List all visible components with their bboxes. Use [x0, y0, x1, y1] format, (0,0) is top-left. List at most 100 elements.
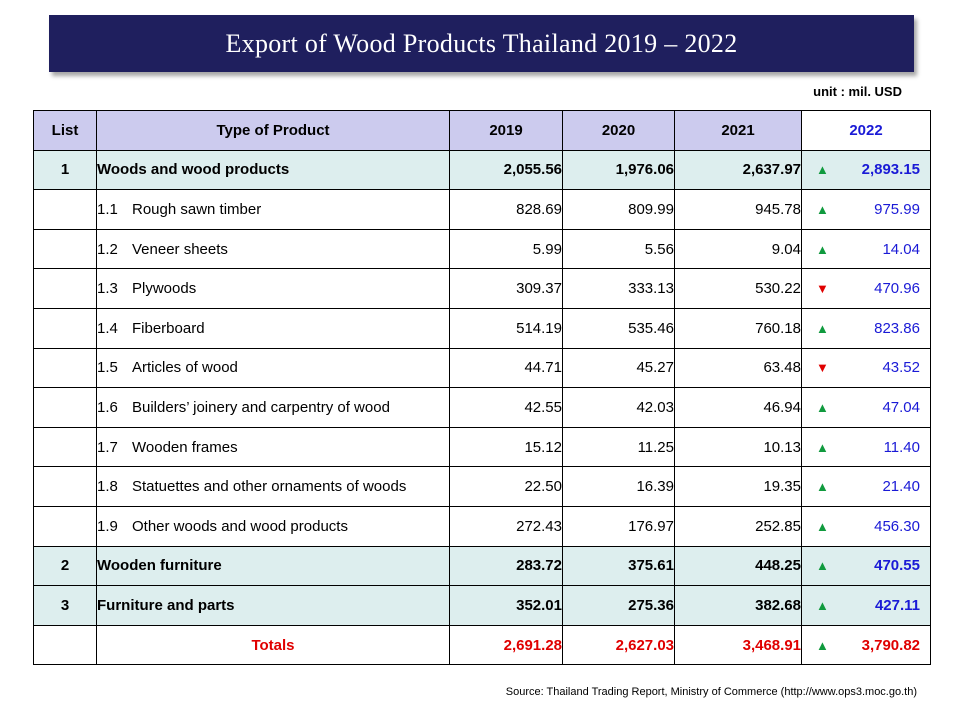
page-title: Export of Wood Products Thailand 2019 – … — [49, 15, 914, 72]
cell-2020: 42.03 — [562, 387, 675, 428]
cell-2020: 535.46 — [562, 307, 675, 349]
cell-2020: 333.13 — [562, 268, 675, 309]
cell-2019: 272.43 — [449, 505, 563, 547]
cell-list — [33, 387, 97, 428]
triangle-up-icon: ▲ — [816, 162, 829, 178]
value-2022: 21.40 — [882, 478, 920, 496]
product-name: Builders’ joinery and carpentry of wood — [132, 398, 390, 416]
cell-2022: ▲ 47.04 — [801, 387, 931, 428]
value-2022: 470.55 — [874, 557, 920, 575]
cell-2020: 45.27 — [562, 347, 675, 389]
triangle-up-icon: ▲ — [816, 637, 829, 653]
cell-product: 1.9 Other woods and wood products — [96, 505, 450, 547]
cell-2019: 514.19 — [449, 307, 563, 349]
table-row: 1.9 Other woods and wood products 272.43 17… — [33, 505, 931, 547]
cell-2020: 11.25 — [562, 426, 675, 468]
cell-2019: 352.01 — [449, 585, 563, 626]
cell-product: 1.2 Veneer sheets — [96, 228, 450, 270]
cell-2021: 9.04 — [674, 228, 802, 270]
table-row: 1.7 Wooden frames 15.12 11.25 10.13 ▲ 11.40 — [33, 426, 931, 468]
cell-list — [33, 505, 97, 547]
cell-2020: 16.39 — [562, 466, 675, 507]
cell-2022: ▼ 43.52 — [801, 347, 931, 389]
cell-2022-content: ▲ 470.55 — [802, 557, 930, 574]
product-name: Furniture and parts — [97, 596, 235, 614]
product-name: Articles of wood — [132, 359, 238, 377]
cell-2022: ▲ 975.99 — [801, 189, 931, 230]
cell-2022: ▲ 470.55 — [801, 545, 931, 587]
header-2020: 2020 — [562, 110, 675, 151]
product-name: Woods and wood products — [97, 161, 290, 179]
cell-2019: 828.69 — [449, 189, 563, 230]
cell-list: 3 — [33, 585, 97, 626]
triangle-up-icon: ▲ — [816, 399, 829, 415]
cell-2022-content: ▼ 43.52 — [802, 359, 930, 376]
cell-list: 1 — [33, 149, 97, 191]
header-type: Type of Product — [96, 110, 450, 151]
product-name: Veneer sheets — [132, 240, 228, 258]
cell-list — [33, 624, 97, 666]
triangle-up-icon: ▲ — [816, 479, 829, 495]
item-number: 1.6 — [97, 398, 118, 416]
triangle-up-icon: ▲ — [816, 439, 829, 455]
cell-2022-content: ▲ 11.40 — [802, 439, 930, 456]
cell-2022-content: ▲ 975.99 — [802, 201, 930, 218]
totals-label: Totals — [96, 624, 450, 666]
value-2022: 43.52 — [882, 359, 920, 377]
triangle-up-icon: ▲ — [816, 241, 829, 257]
item-number: 1.8 — [97, 478, 118, 496]
cell-2020: 2,627.03 — [562, 624, 675, 666]
product-name: Rough sawn timber — [132, 200, 262, 218]
cell-2021: 945.78 — [674, 189, 802, 230]
product-name: Wooden frames — [132, 438, 238, 456]
value-2022: 3,790.82 — [861, 636, 920, 654]
cell-2022: ▲ 21.40 — [801, 466, 931, 507]
cell-2022: ▲ 427.11 — [801, 585, 931, 626]
cell-2020: 809.99 — [562, 189, 675, 230]
cell-product: 1.8 Statuettes and other ornaments of woo… — [96, 466, 450, 507]
cell-2020: 275.36 — [562, 585, 675, 626]
cell-2022: ▲ 14.04 — [801, 228, 931, 270]
cell-list — [33, 347, 97, 389]
cell-list — [33, 268, 97, 309]
cell-list — [33, 307, 97, 349]
cell-2019: 5.99 — [449, 228, 563, 270]
cell-list — [33, 466, 97, 507]
export-table: List Type of Product 2019 2020 2021 2022… — [33, 110, 931, 666]
item-number: 1.7 — [97, 438, 118, 456]
cell-2021: 760.18 — [674, 307, 802, 349]
cell-list — [33, 426, 97, 468]
header-row: List Type of Product 2019 2020 2021 2022 — [33, 110, 931, 151]
item-number: 1.3 — [97, 280, 118, 298]
cell-2021: 3,468.91 — [674, 624, 802, 666]
cell-2022-content: ▲ 21.40 — [802, 478, 930, 495]
cell-product: 1.4 Fiberboard — [96, 307, 450, 349]
item-number: 1.4 — [97, 319, 118, 337]
cell-list — [33, 228, 97, 270]
value-2022: 470.96 — [874, 280, 920, 298]
cell-2020: 1,976.06 — [562, 149, 675, 191]
cell-product: Furniture and parts — [96, 585, 450, 626]
cell-2019: 309.37 — [449, 268, 563, 309]
product-name: Statuettes and other ornaments of woods — [132, 478, 407, 496]
value-2022: 427.11 — [874, 596, 920, 614]
category-row: 2 Wooden furniture 283.72 375.61 448.25 ▲ 470.… — [33, 545, 931, 587]
header-2019: 2019 — [449, 110, 563, 151]
item-number: 1.2 — [97, 240, 118, 258]
cell-2019: 2,691.28 — [449, 624, 563, 666]
value-2022: 14.04 — [882, 240, 920, 258]
cell-2022: ▼ 470.96 — [801, 268, 931, 309]
cell-list: 2 — [33, 545, 97, 587]
table-row: 1.2 Veneer sheets 5.99 5.56 9.04 ▲ 14.04 — [33, 228, 931, 270]
item-number: 1.9 — [97, 517, 118, 535]
triangle-up-icon: ▲ — [816, 518, 829, 534]
cell-2021: 19.35 — [674, 466, 802, 507]
triangle-up-icon: ▲ — [816, 558, 829, 574]
value-2022: 975.99 — [874, 200, 920, 218]
table-row: 1.1 Rough sawn timber 828.69 809.99 945.78 ▲ 9… — [33, 189, 931, 230]
table-row: 1.5 Articles of wood 44.71 45.27 63.48 ▼ 43.52 — [33, 347, 931, 389]
cell-2019: 22.50 — [449, 466, 563, 507]
value-2022: 2,893.15 — [861, 161, 920, 179]
cell-2022: ▲ 11.40 — [801, 426, 931, 468]
cell-2019: 15.12 — [449, 426, 563, 468]
